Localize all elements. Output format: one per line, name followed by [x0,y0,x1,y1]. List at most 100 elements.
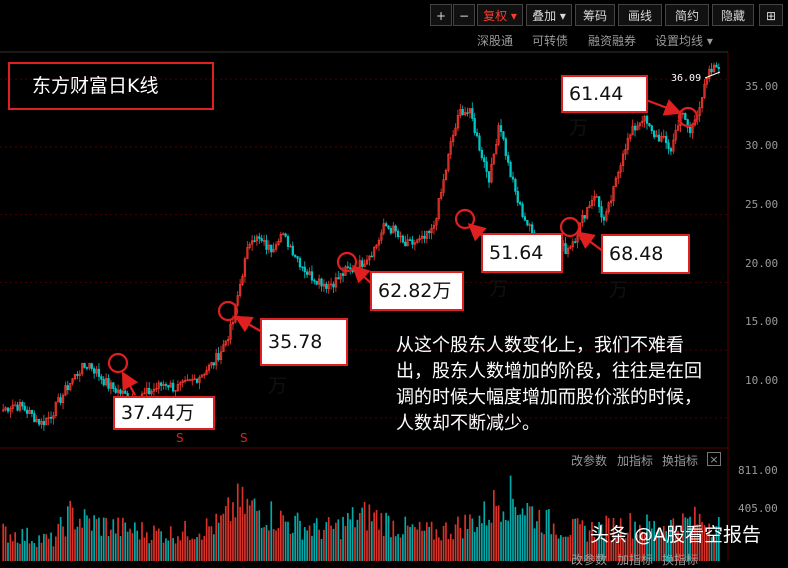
candle-body [602,216,606,221]
volume-bar [2,523,5,561]
candle-body [334,277,338,288]
volume-bar [193,539,196,561]
volume-bar [299,520,301,561]
volume-bar [612,517,615,561]
volume-bar [560,535,562,561]
candle-body [705,78,708,85]
volume-bar [198,533,201,561]
candle-body [47,416,50,419]
margin-trading-link[interactable]: 融资融券 [588,34,637,48]
chips-button[interactable]: 筹码 [575,4,615,26]
candle-body [437,198,440,219]
shengutong-link[interactable]: 深股通 [477,34,514,48]
candle-body [119,389,122,394]
volume-bar [648,521,651,561]
volume-bar [485,525,488,561]
volume-bar [409,526,411,561]
edit-params-link[interactable]: 改参数 [571,454,608,468]
watermark: 头条 @A股看空报告 [590,524,762,546]
convertible-bond-link[interactable]: 可转债 [532,34,569,48]
candle-body [160,382,163,386]
volume-bar [21,528,24,561]
volume-bar [406,525,409,561]
dividend-marker[interactable]: S [240,431,248,445]
volume-bar [701,522,703,561]
volume-bar [253,498,256,561]
overlay-label: 叠加 [532,9,557,23]
volume-bar [512,498,514,561]
volume-bar [567,536,569,561]
candle-body [267,244,270,250]
volume-bar [236,483,239,561]
volume-bar [126,531,129,561]
volume-bar [196,537,198,561]
dividend-marker[interactable]: S [176,431,184,445]
volume-bar [107,535,110,561]
candle-body [509,162,512,178]
candle-body [449,141,452,155]
volume-bar [454,524,457,561]
volume-bar [516,515,519,561]
add-indicator-link[interactable]: 加指标 [617,454,654,468]
candle-body [183,380,187,382]
candle-body [528,224,531,226]
volume-bar [43,533,45,561]
candle-body [64,385,67,396]
candle-body [28,409,31,414]
volume-bar [62,526,64,561]
switch-indicator-link-2[interactable]: 换指标 [662,553,699,567]
candle-body [452,134,455,142]
volume-bar [442,525,445,561]
volume-bar [425,522,428,561]
candle-body [667,142,670,149]
simple-button[interactable]: 简约 [665,4,709,26]
volume-bar [627,532,629,561]
candle-body [408,239,412,241]
candle-body [286,236,290,247]
fuquan-button[interactable]: 复权 ▾ [477,4,523,26]
candle-body [710,68,713,73]
draw-line-button[interactable]: 画线 [618,4,662,26]
volume-series [2,475,720,561]
volume-bar [674,525,677,561]
volume-bar [325,522,328,561]
candle-body [25,409,29,414]
zoom-out-button[interactable]: − [453,4,475,26]
candle-body [648,123,651,127]
volume-bar [265,524,268,561]
grid-icon[interactable]: ⊞ [759,4,783,26]
candle-body [116,389,120,393]
volume-bar [282,515,285,561]
volume-bar [641,531,644,561]
zoom-in-button[interactable]: + [430,4,452,26]
volume-bar [607,518,610,561]
volume-bar [433,539,435,561]
switch-indicator-link[interactable]: 换指标 [662,454,699,468]
candle-body [605,211,608,221]
candle-body [674,130,677,141]
candle-body [519,202,522,205]
add-indicator-link-2[interactable]: 加指标 [617,553,654,567]
volume-bar [665,531,667,561]
candle-body [191,379,194,381]
volume-tick: 811.00 [738,464,778,477]
candle-body [291,245,294,256]
candle-body [712,64,716,73]
volume-bar [284,521,287,561]
candle-body [296,256,299,259]
edit-params-link-2[interactable]: 改参数 [571,553,608,567]
candle-body [526,219,529,226]
candle-body [215,353,218,366]
candle-body [442,179,445,193]
volume-bar [215,513,218,561]
candle-body [626,137,629,150]
volume-bar [421,530,423,561]
overlay-button[interactable]: 叠加 ▾ [526,4,572,26]
ma-settings-link[interactable]: 设置均线 ▾ [655,32,713,49]
volume-bar [239,506,241,561]
volume-bar [598,521,600,561]
close-icon[interactable]: × [707,452,721,466]
hide-button[interactable]: 隐藏 [712,4,754,26]
volume-bar [78,518,81,561]
